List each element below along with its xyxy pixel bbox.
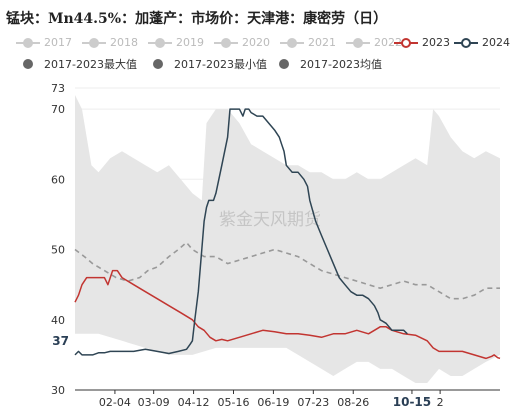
y-tick-label: 70 bbox=[51, 103, 65, 116]
legend-label: 2023 bbox=[422, 36, 450, 49]
watermark: 紫金天风期货 bbox=[219, 210, 321, 230]
legend-symbol-icon bbox=[454, 37, 478, 49]
chart-title: 锰块：Mn44.5%：加蓬产：市场价：天津港：康密劳（日） bbox=[6, 11, 388, 27]
y-tick-label: 73 bbox=[51, 82, 65, 95]
legend-item-2017-2023均值[interactable]: 2017-2023均值 bbox=[272, 56, 382, 72]
legend-symbol-icon bbox=[272, 58, 296, 70]
legend-label: 2017-2023均值 bbox=[300, 58, 382, 71]
legend-item-2017-2023最小值[interactable]: 2017-2023最小值 bbox=[146, 56, 267, 72]
legend-item-2020[interactable]: 2020 bbox=[214, 36, 270, 49]
legend-symbol-icon bbox=[16, 37, 40, 49]
legend-item-2017-2023最大值[interactable]: 2017-2023最大值 bbox=[16, 56, 137, 72]
y-tick-label: 40 bbox=[51, 314, 65, 327]
legend-label: 2022 bbox=[374, 36, 402, 49]
x-tick-label: 03-09 bbox=[138, 396, 170, 409]
legend-symbol-icon bbox=[346, 37, 370, 49]
legend-symbol-icon bbox=[148, 37, 172, 49]
legend-item-2021[interactable]: 2021 bbox=[280, 36, 336, 49]
y-tick-label: 60 bbox=[51, 173, 65, 186]
legend-item-2024[interactable]: 2024 bbox=[454, 36, 510, 49]
legend-symbol-icon bbox=[394, 37, 418, 49]
legend-label: 2019 bbox=[176, 36, 204, 49]
range-band bbox=[75, 95, 500, 383]
legend-label: 2018 bbox=[110, 36, 138, 49]
legend-item-2019[interactable]: 2019 bbox=[148, 36, 204, 49]
y-highlight-label: 37 bbox=[52, 334, 69, 348]
legend-label: 2024 bbox=[482, 36, 510, 49]
y-tick-label: 30 bbox=[51, 384, 65, 397]
legend-symbol-icon bbox=[82, 37, 106, 49]
legend-label: 2017-2023最大值 bbox=[44, 58, 137, 71]
legend-item-2023[interactable]: 2023 bbox=[394, 36, 450, 49]
x-tick-label: 02-04 bbox=[99, 396, 131, 409]
legend-symbol-icon bbox=[146, 58, 170, 70]
x-tick-label: 05-16 bbox=[218, 396, 250, 409]
legend-item-2018[interactable]: 2018 bbox=[82, 36, 138, 49]
legend-label: 2017 bbox=[44, 36, 72, 49]
legend-label: 2020 bbox=[242, 36, 270, 49]
series-line-2 bbox=[74, 108, 408, 356]
x-tick-label: 07-23 bbox=[297, 396, 329, 409]
legend-item-2017[interactable]: 2017 bbox=[16, 36, 72, 49]
series-line-1 bbox=[74, 269, 501, 360]
x-tick-label: 06-19 bbox=[257, 396, 289, 409]
legend-symbol-icon bbox=[214, 37, 238, 49]
legend-label: 2017-2023最小值 bbox=[174, 58, 267, 71]
legend-symbol-icon bbox=[16, 58, 40, 70]
x-tick-label: 10-15 bbox=[393, 395, 431, 409]
x-tick-label: 08-26 bbox=[337, 396, 369, 409]
x-tick-label: 2 bbox=[437, 396, 444, 409]
x-tick-label: 04-12 bbox=[178, 396, 210, 409]
legend: 2017 2018 2019 2020 2021 2022 2023 2024 2017-202… bbox=[0, 32, 530, 72]
series-line-0 bbox=[74, 241, 500, 300]
legend-item-2022[interactable]: 2022 bbox=[346, 36, 402, 49]
y-tick-label: 50 bbox=[51, 244, 65, 257]
legend-symbol-icon bbox=[280, 37, 304, 49]
legend-label: 2021 bbox=[308, 36, 336, 49]
